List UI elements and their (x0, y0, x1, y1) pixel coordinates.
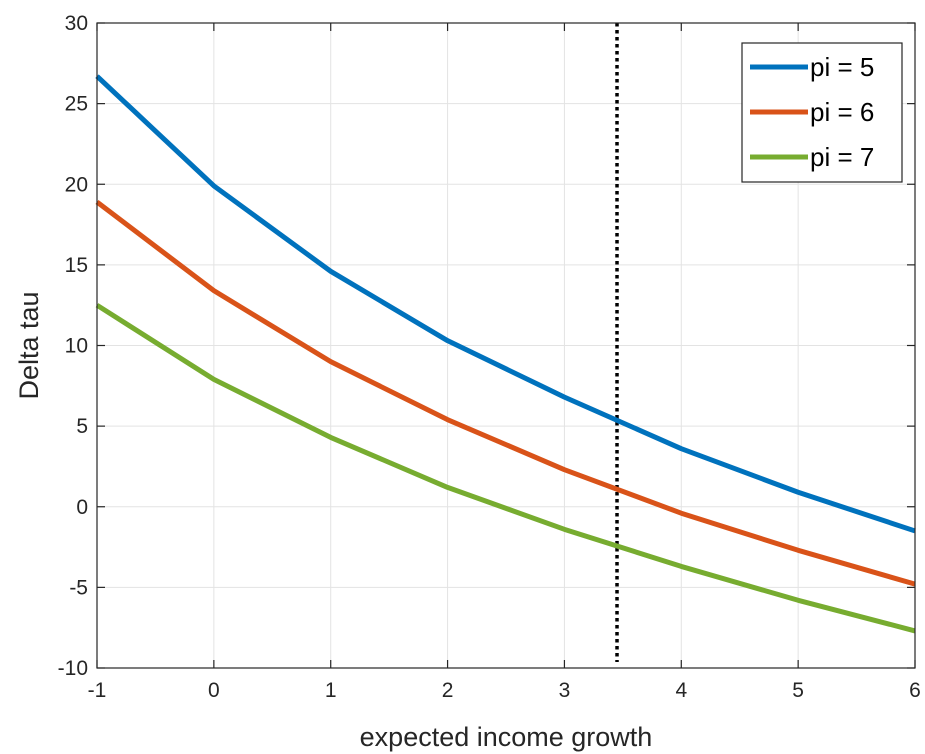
y-tick-label-7: 25 (65, 93, 88, 116)
x-axis-label: expected income growth (360, 722, 653, 752)
legend-label-3: pi = 7 (810, 142, 874, 172)
legend: pi = 5 pi = 6 pi = 7 (741, 42, 903, 183)
x-tick-label-1: 0 (208, 679, 220, 702)
y-axis-label: Delta tau (14, 291, 44, 399)
series-line-2 (95, 199, 916, 587)
y-tick-label-1: -5 (69, 576, 88, 599)
x-tick-label-5: 4 (675, 679, 687, 702)
x-tick-label-6: 5 (792, 679, 804, 702)
x-tick-label-2: 1 (325, 679, 337, 702)
legend-label-2: pi = 6 (810, 97, 874, 127)
series-line-3 (95, 303, 916, 634)
y-tick-label-3: 5 (76, 415, 88, 438)
y-tick-label-6: 20 (65, 173, 88, 196)
series-group (95, 74, 916, 634)
y-tick-label-2: 0 (76, 496, 88, 519)
legend-label-1: pi = 5 (810, 52, 874, 82)
x-tick-label-4: 3 (559, 679, 571, 702)
x-tick-label-0: -1 (88, 679, 107, 702)
x-tick-label-3: 2 (442, 679, 454, 702)
x-tick-label-7: 6 (909, 679, 921, 702)
y-tick-label-0: -10 (58, 657, 88, 680)
y-tick-label-8: 30 (65, 12, 88, 35)
y-tick-label-5: 15 (65, 254, 88, 277)
series-line-1 (95, 74, 916, 534)
y-tick-label-4: 10 (65, 335, 88, 358)
